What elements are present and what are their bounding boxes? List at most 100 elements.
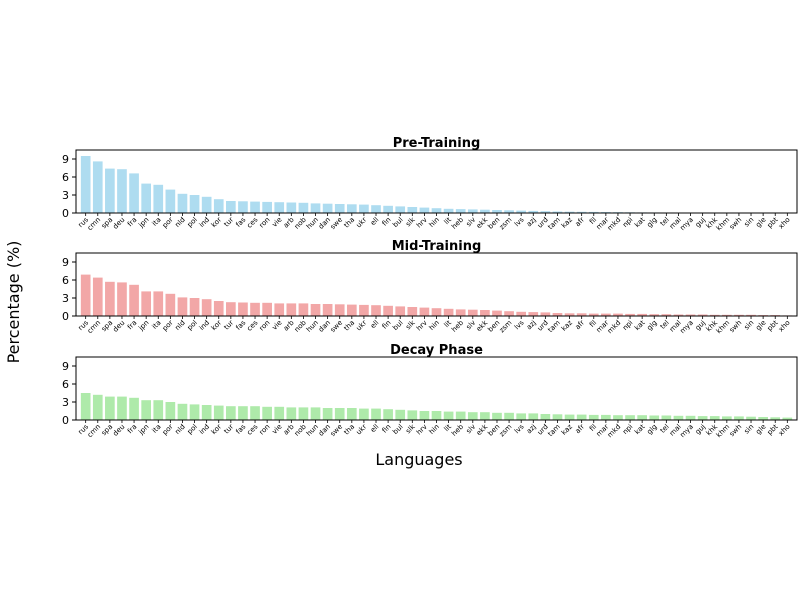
x-tick-label: slv [465,423,478,436]
bar-por [165,402,176,420]
bar-guj [697,314,708,316]
bar-kor [213,301,224,316]
bar-fil [588,414,599,420]
x-tick-label: ell [369,216,380,227]
x-tick-label: ind [198,216,211,229]
bar-hrv [419,411,430,420]
bar-sin [746,416,756,420]
bar-vie [274,303,285,316]
bar-arb [286,407,297,420]
x-tick-label: xho [777,319,792,334]
x-tick-label: pol [186,319,199,332]
x-tick-label: slv [465,216,478,229]
bar-ces [250,201,260,213]
bar-npi [625,313,635,316]
x-tick-label: heb [450,422,465,437]
x-tick-label: vie [271,216,284,229]
x-tick-label: nld [174,319,187,332]
x-tick-label: azj [525,423,538,436]
x-tick-label: pol [186,216,199,229]
panel-title: Decay Phase [390,343,483,358]
x-tick-label: zsm [498,319,514,335]
x-tick-label: guj [694,216,707,229]
bar-kat [637,313,647,316]
bar-tha [346,304,357,316]
bar-hrv [419,207,430,213]
bar-ita [153,400,164,420]
x-tick-label: ces [245,319,259,333]
bar-vie [274,406,285,420]
bar-fin [383,305,393,316]
bar-khm [721,416,732,420]
x-tick-label: pbt [766,319,780,333]
x-tick-label: lit [443,319,454,330]
x-tick-label: hrv [415,216,429,230]
bar-ita [153,291,164,316]
x-tick-label: lvs [513,216,526,229]
x-tick-label: hrv [415,423,429,437]
bar-nob [298,407,309,420]
x-tick-label: kor [210,216,223,229]
x-tick-label: hin [428,216,441,229]
x-tick-label: mya [679,319,695,335]
bar-khk [709,416,720,420]
bar-gle [758,417,768,420]
bar-hin [431,308,442,316]
bar-cmn [92,394,103,420]
bar-ben [492,310,502,316]
bar-ind [201,299,212,316]
bar-ron [262,302,272,316]
x-tick-label: glg [645,216,658,229]
bar-pol [189,195,200,213]
x-tick-label: lit [443,423,454,434]
bar-dan [322,203,333,213]
y-tick-label: 0 [62,207,69,220]
bar-slk [407,410,418,420]
bar-ron [262,201,272,213]
bar-hun [310,304,321,316]
bar-tel [661,314,672,316]
bar-ekk [480,310,490,316]
x-tick-label: lvs [513,319,526,332]
bar-zsm [504,311,514,316]
bar-mar [601,313,611,316]
bar-fas [238,406,248,420]
x-tick-label: kat [633,319,647,333]
x-tick-label: npi [621,423,634,436]
bar-swe [334,304,345,316]
bar-arb [286,303,297,316]
bar-ces [250,406,260,420]
bar-azj [528,312,539,316]
x-tick-label: ukr [355,319,369,333]
bar-guj [697,416,708,420]
x-tick-label: vie [271,423,284,436]
bar-tha [346,408,357,420]
bar-mal [673,314,684,316]
bar-slv [467,209,478,213]
bar-zsm [504,210,514,213]
bar-lvs [516,311,527,316]
x-tick-label: kor [210,423,223,436]
x-tick-label: heb [450,215,465,230]
bar-heb [455,309,466,316]
bar-spa [105,168,115,213]
x-tick-label: fas [234,216,247,229]
x-tick-label: kat [633,423,647,437]
x-tick-label: spa [100,216,114,230]
x-tick-label: pbt [766,216,780,230]
x-tick-label: nld [174,423,187,436]
bar-lit [443,308,454,316]
bar-kaz [564,414,575,420]
bar-ell [371,408,381,420]
x-tick-label: lit [443,216,454,227]
x-tick-label: kor [210,319,223,332]
x-tick-label: mkd [606,216,622,232]
bar-por [165,293,176,316]
bar-azj [528,413,539,420]
bar-pol [189,404,200,420]
x-tick-label: zsm [498,216,514,232]
bar-rus [80,274,91,316]
x-tick-label: ces [245,216,259,230]
